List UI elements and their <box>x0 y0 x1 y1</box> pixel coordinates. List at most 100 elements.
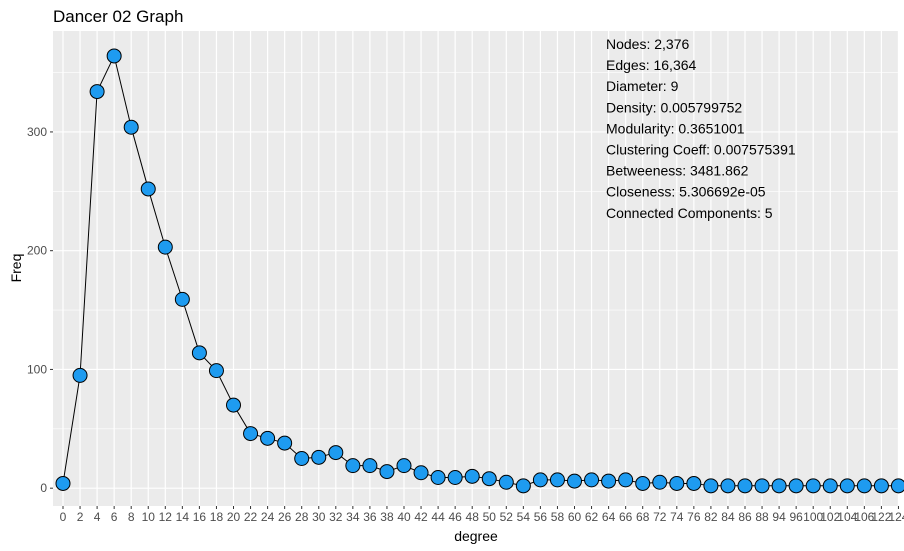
data-point <box>635 475 651 491</box>
data-points <box>55 48 904 494</box>
data-point <box>447 470 463 485</box>
data-point <box>532 472 548 488</box>
x-tick-label: 122 <box>871 510 891 524</box>
stat-line: Diameter: 9 <box>606 78 679 94</box>
stat-line: Clustering Coeff: 0.007575391 <box>606 142 796 158</box>
x-tick-label: 18 <box>210 510 224 524</box>
data-point <box>652 474 668 490</box>
data-point <box>873 478 889 494</box>
x-tick-label: 20 <box>227 510 241 524</box>
data-point <box>686 475 702 491</box>
data-point <box>362 458 378 474</box>
stat-line: Density: 0.005799752 <box>606 99 742 115</box>
x-tick-label: 82 <box>704 510 718 524</box>
stat-line: Betweeness: 3481.862 <box>606 163 749 179</box>
x-tick-label: 0 <box>60 510 67 524</box>
stat-line: Modularity: 0.3651001 <box>606 120 745 136</box>
x-tick-label: 16 <box>193 510 207 524</box>
x-tick-label: 28 <box>295 510 309 524</box>
x-tick-label: 124 <box>888 510 904 524</box>
x-tick-label: 4 <box>94 510 101 524</box>
x-tick-label: 102 <box>820 510 840 524</box>
data-point <box>618 472 634 488</box>
data-point <box>140 181 156 197</box>
x-tick-label: 26 <box>278 510 292 524</box>
x-axis-title: degree <box>454 528 498 544</box>
x-tick-label: 52 <box>500 510 514 524</box>
data-point <box>771 478 787 494</box>
data-point <box>549 472 565 488</box>
data-point <box>584 472 600 488</box>
grid-lines <box>53 31 900 506</box>
data-point <box>430 470 446 485</box>
data-point <box>754 478 770 494</box>
x-tick-label: 22 <box>244 510 258 524</box>
data-point <box>379 464 395 480</box>
x-tick-label: 56 <box>534 510 548 524</box>
data-point <box>822 478 838 494</box>
data-point <box>788 478 804 494</box>
data-point <box>89 84 105 100</box>
x-tick-label: 36 <box>363 510 377 524</box>
x-tick-label: 84 <box>721 510 735 524</box>
data-point <box>890 478 904 494</box>
data-point <box>839 478 855 494</box>
x-tick-label: 66 <box>619 510 633 524</box>
data-point <box>157 239 173 255</box>
data-point <box>208 363 224 379</box>
data-point <box>294 451 310 466</box>
data-point <box>260 430 276 446</box>
data-point <box>720 478 736 494</box>
data-point <box>805 478 821 494</box>
x-tick-label: 42 <box>414 510 428 524</box>
x-tick-label: 38 <box>380 510 394 524</box>
data-point <box>498 474 514 490</box>
stat-line: Closeness: 5.306692e-05 <box>606 184 766 200</box>
data-point <box>123 119 139 135</box>
x-tick-label: 96 <box>789 510 803 524</box>
stat-line: Edges: 16,364 <box>606 57 697 73</box>
x-tick-label: 68 <box>636 510 650 524</box>
data-point <box>345 458 361 474</box>
x-tick-label: 12 <box>159 510 173 524</box>
data-point <box>413 465 429 481</box>
y-tick-label: 300 <box>27 125 47 139</box>
data-point <box>55 475 71 491</box>
x-tick-label: 88 <box>755 510 769 524</box>
stat-line: Connected Components: 5 <box>606 205 773 221</box>
y-tick-label: 200 <box>27 244 47 258</box>
x-tick-label: 14 <box>176 510 190 524</box>
x-tick-label: 24 <box>261 510 275 524</box>
data-point <box>191 345 207 361</box>
x-tick-label: 62 <box>585 510 599 524</box>
x-tick-label: 58 <box>551 510 565 524</box>
y-tick-label: 0 <box>40 481 47 495</box>
data-point <box>311 449 327 465</box>
x-tick-label: 50 <box>483 510 497 524</box>
data-point <box>72 367 88 383</box>
x-tick-label: 54 <box>517 510 531 524</box>
x-tick-label: 2 <box>77 510 84 524</box>
x-tick-label: 106 <box>854 510 874 524</box>
data-point <box>106 48 122 64</box>
x-tick-label: 10 <box>142 510 156 524</box>
x-tick-label: 86 <box>738 510 752 524</box>
x-tick-label: 30 <box>312 510 326 524</box>
y-tick-label: 100 <box>27 362 47 376</box>
data-point <box>481 471 497 487</box>
y-axis-title: Freq <box>8 254 24 283</box>
data-point <box>669 475 685 491</box>
x-tick-label: 76 <box>687 510 701 524</box>
x-tick-label: 46 <box>448 510 462 524</box>
plot-panel <box>53 31 899 506</box>
x-tick-label: 6 <box>111 510 118 524</box>
x-tick-label: 104 <box>837 510 857 524</box>
x-tick-label: 34 <box>346 510 360 524</box>
data-point <box>277 435 293 451</box>
x-tick-label: 94 <box>772 510 786 524</box>
data-point <box>601 473 617 489</box>
x-tick-label: 60 <box>568 510 582 524</box>
data-point <box>174 291 190 307</box>
x-axis-ticks: 0 2 4 6 8 10 12 14 16 18 20 22 24 26 28 30 32 34 36 38 40 42 4… <box>60 506 904 524</box>
